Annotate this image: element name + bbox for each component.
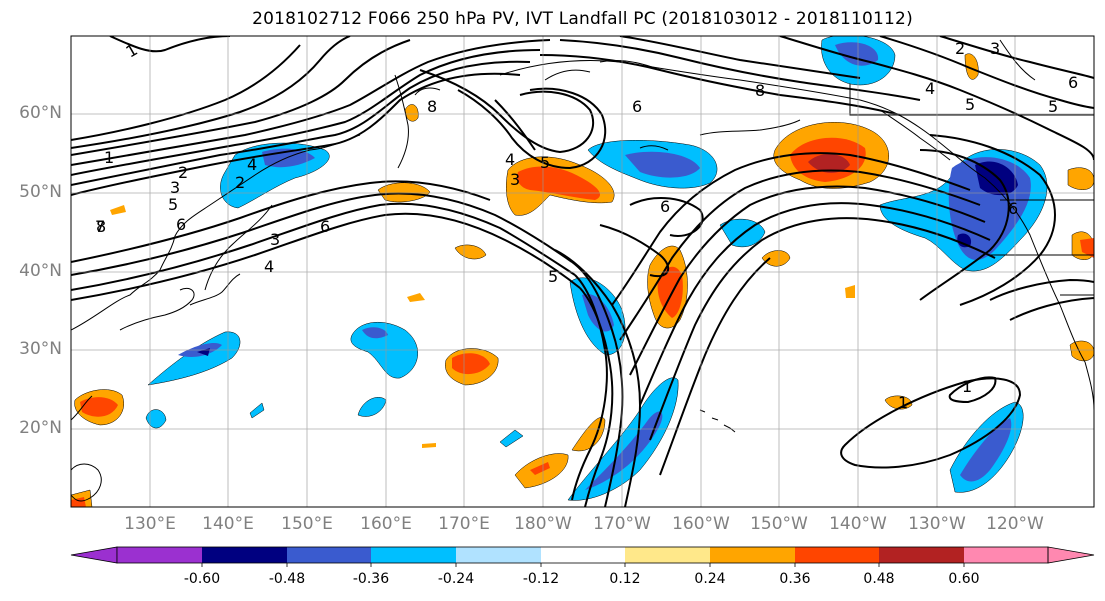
contour-label: 5: [168, 195, 178, 214]
contour-label: 2: [955, 39, 965, 58]
contour-label: 8: [755, 81, 765, 100]
lat-label: 30°N: [19, 339, 62, 359]
colorbar-tick-label: 0.24: [694, 571, 726, 587]
colorbar: [70, 546, 1095, 567]
lon-label: 150°W: [750, 514, 808, 534]
lon-label: 150°E: [281, 514, 333, 534]
contour-label: 1: [104, 148, 114, 167]
colorbar-tick-label: -0.48: [268, 571, 306, 587]
colorbar-tick-label: 0.60: [948, 571, 980, 587]
colorbar-tick-label: -0.12: [522, 571, 560, 587]
colorbar-tick-label: -0.36: [352, 571, 390, 587]
colorbar-tick-label: -0.60: [183, 571, 221, 587]
contour-label: 6: [320, 217, 330, 236]
lon-label: 140°E: [202, 514, 254, 534]
contour-label: 6: [1068, 73, 1078, 92]
lon-label: 130°E: [124, 514, 176, 534]
contour-label: 1: [898, 393, 908, 412]
colorbar-over-triangle: [1047, 546, 1095, 564]
colorbar-tick-label: -0.24: [437, 571, 475, 587]
lon-label: 140°W: [829, 514, 887, 534]
contour-label: 6: [176, 215, 186, 234]
contour-label: 5: [965, 95, 975, 114]
contour-label: 5: [548, 267, 558, 286]
lon-label: 170°E: [438, 514, 490, 534]
map-frame: [70, 35, 1095, 508]
lon-label: 160°E: [360, 514, 412, 534]
lon-label: 130°W: [908, 514, 966, 534]
contour-label: 1: [962, 377, 972, 396]
contour-label: 3: [170, 178, 180, 197]
contour-label: 4: [925, 79, 935, 98]
contour-labels: 1 1 2 3 4 5 6 7 8 2 3 4 5 6 8 6 4 5 3 4 …: [95, 39, 1078, 412]
map-title: 2018102712 F066 250 hPa PV, IVT Landfall…: [252, 9, 913, 29]
lat-label: 50°N: [19, 182, 62, 202]
contour-label: 6: [660, 197, 670, 216]
contour-label: 3: [510, 170, 520, 189]
lon-label: 160°W: [672, 514, 730, 534]
contour-label: 4: [505, 150, 515, 169]
contour-label: 6: [1008, 199, 1018, 218]
contour-label: 3: [990, 39, 1000, 58]
contour-label: 8: [427, 97, 437, 116]
contour-label: 8: [96, 217, 106, 236]
contour-label: 4: [264, 257, 274, 276]
colorbar-tick-label: 0.12: [609, 571, 641, 587]
lat-label: 40°N: [19, 261, 62, 281]
contour-label: 2: [235, 173, 245, 192]
lat-label: 20°N: [19, 418, 62, 438]
colorbar-under-triangle: [70, 546, 118, 564]
lat-label: 60°N: [19, 103, 62, 123]
contour-label: 3: [270, 230, 280, 249]
pv-contours: [71, 36, 1094, 507]
lon-label: 180°W: [514, 514, 572, 534]
lon-label: 120°W: [986, 514, 1044, 534]
contour-label: 7: [95, 217, 105, 236]
contour-label: 5: [1048, 97, 1058, 116]
lon-label: 170°W: [593, 514, 651, 534]
contour-label: 4: [247, 155, 257, 174]
contour-label: 2: [178, 163, 188, 182]
graticule: [71, 36, 1094, 507]
colorbar-tick-label: 0.48: [863, 571, 895, 587]
contour-label: 5: [540, 153, 550, 172]
contour-label: 6: [632, 97, 642, 116]
colorbar-tick-label: 0.36: [779, 571, 811, 587]
